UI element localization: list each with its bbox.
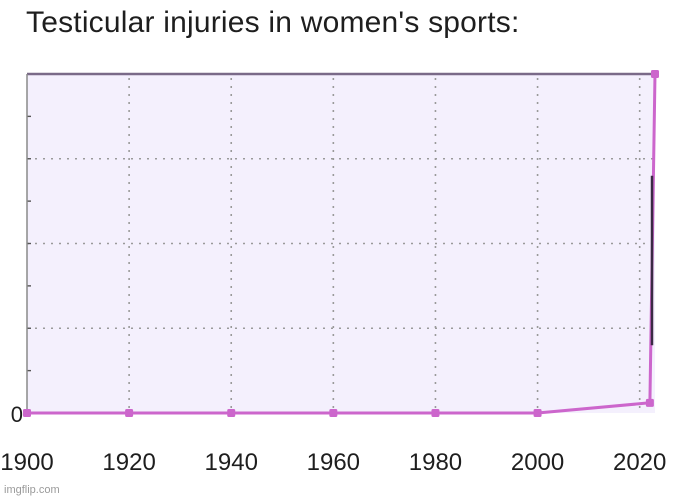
data-point	[23, 409, 31, 417]
x-tick-label: 1920	[102, 449, 155, 476]
data-point	[431, 409, 440, 417]
data-point	[651, 70, 659, 78]
x-tick-label: 1960	[307, 449, 360, 476]
data-point	[227, 409, 236, 417]
y-tick-label: 0	[11, 402, 23, 427]
data-point	[125, 409, 134, 417]
data-point	[645, 398, 654, 407]
x-tick-label: 1940	[205, 449, 258, 476]
x-tick-label: 1900	[0, 449, 53, 476]
data-point	[329, 409, 338, 417]
chart-title: Testicular injuries in women's sports:	[26, 6, 520, 39]
x-tick-label: 2000	[511, 449, 564, 476]
watermark: imgflip.com	[4, 484, 60, 496]
data-point	[533, 409, 542, 417]
series-line	[27, 73, 657, 415]
x-tick-label: 1980	[409, 449, 462, 476]
x-tick-label: 2020	[613, 449, 666, 476]
